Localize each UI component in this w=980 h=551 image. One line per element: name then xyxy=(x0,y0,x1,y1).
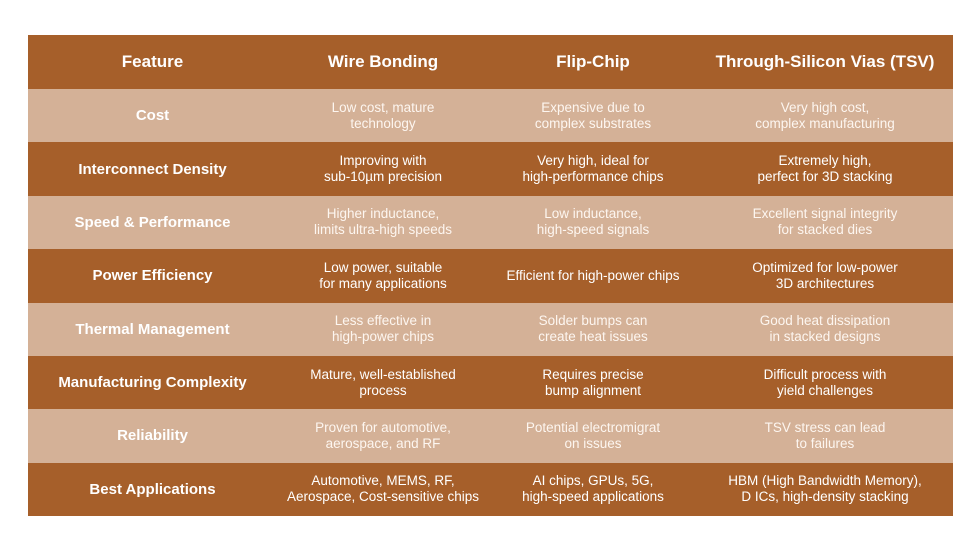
cell-flip-chip: AI chips, GPUs, 5G, high-speed applicatio… xyxy=(489,463,697,516)
header-wire-bonding: Wire Bonding xyxy=(327,52,439,71)
cell-flip-chip: Requires precise bump alignment xyxy=(489,356,697,409)
cell-flip-chip: Very high, ideal for high-performance chi… xyxy=(489,142,697,195)
feature-label: Manufacturing Complexity xyxy=(58,374,247,392)
cell-flip-chip: Potential electromigrat on issues xyxy=(489,409,697,462)
cell-tsv: Excellent signal integrity for stacked di… xyxy=(697,196,953,249)
cell-wire-bonding: Less effective in high-power chips xyxy=(277,303,489,356)
cell-line: high-speed signals xyxy=(536,222,650,238)
cell-line: Higher inductance, xyxy=(326,206,440,222)
cell-line: for many applications xyxy=(319,275,447,291)
cell-line: complex manufacturing xyxy=(755,115,895,131)
feature-label: Interconnect Density xyxy=(78,160,227,178)
cell-tsv: Extremely high, perfect for 3D stacking xyxy=(697,142,953,195)
cell-line: process xyxy=(359,382,407,398)
cell-tsv: Optimized for low-power 3D architectures xyxy=(697,249,953,302)
cell-wire-bonding: Improving with sub-10µm precision xyxy=(277,142,489,195)
cell-line: high-performance chips xyxy=(522,169,664,185)
feature-label: Best Applications xyxy=(89,480,216,498)
cell-line: D ICs, high-density stacking xyxy=(741,489,909,505)
cell-line: on issues xyxy=(564,435,622,451)
cell-line: in stacked designs xyxy=(769,329,881,345)
cell-line: Aerospace, Cost-sensitive chips xyxy=(286,489,480,505)
cell-line: sub-10µm precision xyxy=(323,169,443,185)
cell-tsv: Good heat dissipation in stacked designs xyxy=(697,303,953,356)
cell-tsv: Very high cost, complex manufacturing xyxy=(697,89,953,142)
cell-flip-chip: Low inductance, high-speed signals xyxy=(489,196,697,249)
cell-line: to failures xyxy=(795,435,855,451)
feature-label: Thermal Management xyxy=(75,320,230,338)
cell-line: Very high cost, xyxy=(780,99,870,115)
cell-line: Solder bumps can xyxy=(538,313,648,329)
cell-line: Difficult process with xyxy=(763,366,887,382)
header-row: Feature Wire Bonding Flip-Chip Through-S… xyxy=(28,35,953,89)
cell-line: TSV stress can lead xyxy=(764,419,886,435)
table-row-manufacturing-complexity: Manufacturing Complexity Mature, well-est… xyxy=(28,355,953,410)
cell-line: Excellent signal integrity xyxy=(752,206,898,222)
feature-label: Power Efficiency xyxy=(92,267,213,285)
cell-line: Good heat dissipation xyxy=(759,313,891,329)
cell-line: Proven for automotive, xyxy=(315,419,451,435)
cell-wire-bonding: Low power, suitable for many applications xyxy=(277,249,489,302)
table-row-best-applications: Best Applications Automotive, MEMS, RF, Ae… xyxy=(28,462,953,516)
cell-line: Low cost, mature xyxy=(331,99,435,115)
cell-line: perfect for 3D stacking xyxy=(757,169,893,185)
cell-line: 3D architectures xyxy=(775,275,875,291)
feature-label: Reliability xyxy=(117,427,188,445)
cell-line: Potential electromigrat xyxy=(525,419,661,435)
feature-label: Cost xyxy=(135,107,170,125)
cell-line: complex substrates xyxy=(534,115,652,131)
table-row-reliability: Reliability Proven for automotive, aerospa… xyxy=(28,409,953,463)
table-row-speed-performance: Speed & Performance Higher inductance, lim… xyxy=(28,195,953,250)
cell-wire-bonding: Low cost, mature technology xyxy=(277,89,489,142)
cell-tsv: TSV stress can lead to failures xyxy=(697,409,953,462)
cell-line: Low inductance, xyxy=(544,206,642,222)
cell-line: bump alignment xyxy=(544,382,642,398)
cell-flip-chip: Expensive due to complex substrates xyxy=(489,89,697,142)
cell-line: for stacked dies xyxy=(777,222,873,238)
cell-line: limits ultra-high speeds xyxy=(313,222,453,238)
feature-label: Speed & Performance xyxy=(74,213,231,231)
comparison-table: Feature Wire Bonding Flip-Chip Through-S… xyxy=(28,35,953,516)
cell-wire-bonding: Proven for automotive, aerospace, and RF xyxy=(277,409,489,462)
cell-line: high-speed applications xyxy=(522,489,664,505)
table-row-thermal-management: Thermal Management Less effective in high-… xyxy=(28,302,953,356)
cell-line: yield challenges xyxy=(776,382,874,398)
cell-flip-chip: Efficient for high-power chips xyxy=(489,249,697,302)
cell-tsv: Difficult process with yield challenges xyxy=(697,356,953,409)
table-row-cost: Cost Low cost, mature technology Expensive … xyxy=(28,89,953,143)
cell-line: high-power chips xyxy=(331,329,435,345)
cell-flip-chip: Solder bumps can create heat issues xyxy=(489,303,697,356)
cell-line: Optimized for low-power xyxy=(752,259,898,275)
cell-line: Extremely high, xyxy=(778,153,872,169)
cell-line: create heat issues xyxy=(538,329,648,345)
table-row-power-efficiency: Power Efficiency Low power, suitable for m… xyxy=(28,249,953,303)
cell-line: Expensive due to xyxy=(541,99,645,115)
header-feature: Feature xyxy=(121,52,184,71)
cell-line: technology xyxy=(350,115,416,131)
cell-line: Requires precise xyxy=(542,366,644,382)
cell-line: aerospace, and RF xyxy=(325,435,441,451)
cell-wire-bonding: Higher inductance, limits ultra-high spee… xyxy=(277,196,489,249)
cell-wire-bonding: Automotive, MEMS, RF, Aerospace, Cost-sen… xyxy=(277,463,489,516)
table-row-interconnect-density: Interconnect Density Improving with sub-10… xyxy=(28,142,953,196)
cell-line: Efficient for high-power chips xyxy=(506,267,680,283)
cell-line: Improving with xyxy=(339,153,427,169)
cell-line: AI chips, GPUs, 5G, xyxy=(532,473,654,489)
cell-tsv: HBM (High Bandwidth Memory), D ICs, high-… xyxy=(697,463,953,516)
header-tsv: Through-Silicon Vias (TSV) xyxy=(715,52,935,71)
header-flip-chip: Flip-Chip xyxy=(556,52,630,71)
cell-line: HBM (High Bandwidth Memory), xyxy=(728,473,922,489)
cell-line: Less effective in xyxy=(334,313,432,329)
cell-wire-bonding: Mature, well-established process xyxy=(277,356,489,409)
cell-line: Automotive, MEMS, RF, xyxy=(311,473,455,489)
cell-line: Very high, ideal for xyxy=(537,153,649,169)
cell-line: Low power, suitable xyxy=(323,259,443,275)
cell-line: Mature, well-established xyxy=(310,366,456,382)
